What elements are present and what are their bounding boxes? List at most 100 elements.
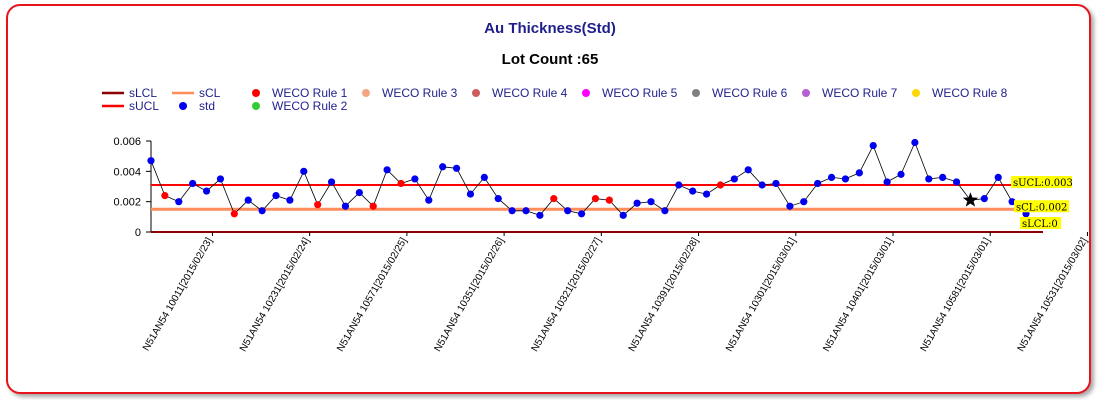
std-series-line xyxy=(150,141,1027,216)
legend-dot-weco-rule-1 xyxy=(252,89,260,97)
x-tick-label: N51AN54 10321[2015/02/27] xyxy=(530,236,604,354)
x-tick-label: N51AN54 10301[2015/03/01] xyxy=(724,236,798,354)
data-point xyxy=(994,173,1002,181)
data-point xyxy=(147,157,155,165)
legend-dot-weco-rule-3 xyxy=(362,89,370,97)
data-point xyxy=(327,178,336,186)
data-point xyxy=(716,181,725,189)
data-point xyxy=(730,175,738,183)
data-point xyxy=(286,196,294,204)
data-point xyxy=(175,198,183,206)
legend-dot-weco-rule-7 xyxy=(802,89,810,97)
annotation-box-slcl xyxy=(1020,217,1061,229)
data-point xyxy=(536,211,544,219)
data-point xyxy=(258,207,266,215)
data-point xyxy=(480,173,488,181)
data-point xyxy=(647,198,655,206)
data-point xyxy=(619,211,627,219)
legend-label-weco-rule-4: WECO Rule 4 xyxy=(492,86,568,100)
data-point xyxy=(911,138,919,147)
data-point xyxy=(897,170,905,178)
data-point xyxy=(675,181,683,189)
data-point xyxy=(202,187,211,195)
data-point xyxy=(550,195,558,203)
y-tick-label: 0.002 xyxy=(113,197,141,209)
x-tick-label: N51AN54 10351[2015/02/26] xyxy=(432,236,506,354)
legend-dot-weco-rule-5 xyxy=(582,89,590,97)
y-tick-label: 0 xyxy=(135,227,141,239)
legend-label-scl: sCL xyxy=(199,86,221,100)
annotation-box-scl xyxy=(1014,200,1069,213)
data-point-star xyxy=(962,192,979,207)
data-point xyxy=(355,188,363,197)
legend-label-weco-rule-8: WECO Rule 8 xyxy=(932,86,1008,100)
y-tick-label: 0.006 xyxy=(113,136,141,148)
data-point xyxy=(189,179,197,188)
data-point xyxy=(300,167,308,175)
data-point xyxy=(272,192,280,200)
legend-dot-weco-rule-6 xyxy=(692,89,700,97)
legend-dot-weco-rule-4 xyxy=(472,89,480,97)
y-tick-label: 0.004 xyxy=(113,166,141,178)
data-point xyxy=(522,207,530,215)
data-point xyxy=(230,210,238,218)
x-tick-label: N51AN54 10011[2015/02/23] xyxy=(141,236,215,353)
data-point xyxy=(980,195,988,203)
legend-label-weco-rule-5: WECO Rule 5 xyxy=(602,86,678,100)
data-point xyxy=(216,175,225,183)
data-point xyxy=(564,207,572,215)
legend-label-weco-rule-6: WECO Rule 6 xyxy=(712,86,788,100)
legend-label-weco-rule-3: WECO Rule 3 xyxy=(382,86,458,100)
chart-title: Au Thickness(Std) xyxy=(484,20,616,37)
data-point xyxy=(800,198,808,206)
legend-dot-weco-rule-2 xyxy=(252,102,260,110)
legend-dot-std xyxy=(179,102,187,110)
legend-label-sucl: sUCL xyxy=(129,99,159,113)
data-point xyxy=(341,202,350,210)
data-point xyxy=(814,179,822,188)
data-point xyxy=(577,210,586,218)
data-point xyxy=(466,190,475,198)
x-tick-label: N51AN54 10571[2015/02/25] xyxy=(335,236,409,354)
data-point xyxy=(508,207,516,215)
data-point xyxy=(883,178,891,186)
data-point xyxy=(425,196,433,204)
data-point xyxy=(702,190,711,198)
x-tick-label: N51AN54 10231[2015/02/24] xyxy=(238,236,312,354)
data-point xyxy=(369,202,377,210)
data-point xyxy=(591,195,600,203)
annotation-box-sucl xyxy=(1011,175,1072,188)
data-point xyxy=(786,202,794,210)
annotation-slcl: sLCL:0 xyxy=(1022,219,1058,230)
data-point xyxy=(244,196,252,204)
data-point xyxy=(439,163,447,171)
data-point xyxy=(841,175,850,183)
x-tick-label: N51AN54 10401[2015/03/01] xyxy=(821,236,895,354)
data-point xyxy=(314,201,322,209)
legend-label-weco-rule-1: WECO Rule 1 xyxy=(272,86,348,100)
data-point xyxy=(1008,198,1016,206)
data-point xyxy=(827,173,836,181)
data-point xyxy=(744,166,752,174)
legend-label-std: std xyxy=(199,99,215,113)
data-point xyxy=(772,179,780,188)
data-point xyxy=(689,187,697,195)
data-point xyxy=(661,207,669,215)
data-point xyxy=(855,169,863,177)
legend-label-weco-rule-2: WECO Rule 2 xyxy=(272,99,348,113)
data-point xyxy=(925,175,933,183)
legend-label-weco-rule-7: WECO Rule 7 xyxy=(822,86,898,100)
chart-frame xyxy=(6,4,1091,394)
data-point xyxy=(494,195,502,203)
data-point xyxy=(869,141,877,150)
data-point xyxy=(939,173,947,181)
annotation-scl: sCL:0.002 xyxy=(1016,202,1067,213)
data-point xyxy=(397,179,405,188)
data-point xyxy=(633,199,641,207)
data-point xyxy=(411,175,419,183)
legend-label-slcl: sLCL xyxy=(129,86,157,100)
data-point xyxy=(383,166,391,174)
data-point xyxy=(758,181,766,189)
x-tick-label: N51AN54 10391[2015/02/28] xyxy=(627,236,701,354)
